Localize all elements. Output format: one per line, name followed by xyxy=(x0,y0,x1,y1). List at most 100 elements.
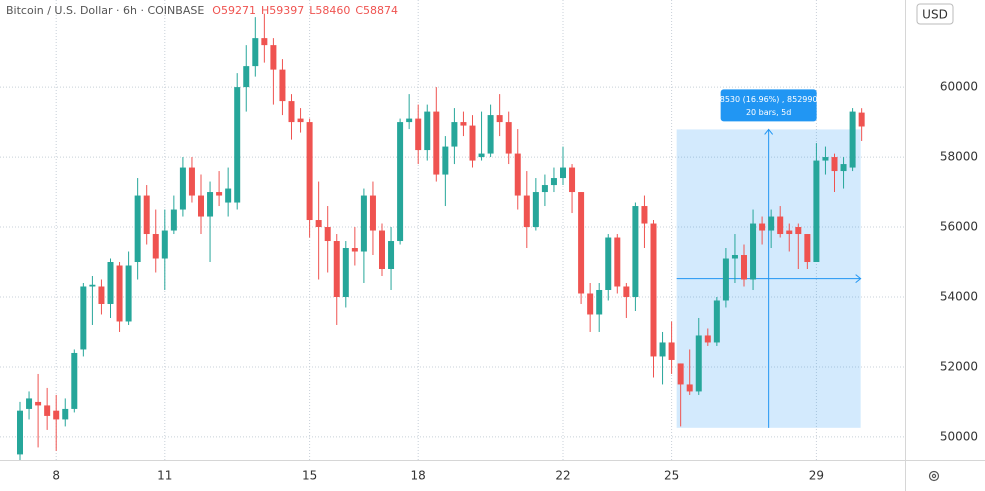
candle-body xyxy=(351,248,358,252)
candle-body xyxy=(496,115,503,123)
candle-body xyxy=(107,262,114,304)
candle-body xyxy=(324,227,331,242)
candle-body xyxy=(152,234,159,259)
candle-body xyxy=(677,363,684,385)
measure-label-box xyxy=(720,89,817,122)
x-tick-label: 18 xyxy=(411,469,426,483)
candle-body xyxy=(469,125,476,161)
candle-body xyxy=(704,335,711,343)
candle-body xyxy=(179,167,186,210)
candle-body xyxy=(62,408,69,420)
candle-body xyxy=(713,300,720,343)
candle-body xyxy=(451,122,458,147)
candle-body xyxy=(406,118,413,123)
candle-body xyxy=(596,289,603,315)
candle-body xyxy=(188,167,195,196)
candle-body xyxy=(614,237,621,287)
candle-body xyxy=(722,258,729,301)
candle-body xyxy=(424,111,431,151)
candle-body xyxy=(415,118,422,151)
candle-body xyxy=(795,227,802,235)
candle-body xyxy=(487,115,494,154)
candle-body xyxy=(623,286,630,297)
gear[interactable] xyxy=(928,470,940,482)
candle-body xyxy=(198,195,204,217)
candle-body xyxy=(288,101,295,123)
candle-body xyxy=(234,87,241,203)
gear-center[interactable] xyxy=(931,473,937,479)
candle-body xyxy=(98,286,105,304)
settings-icon[interactable] xyxy=(928,470,940,482)
candle-body xyxy=(125,265,132,322)
candle-body xyxy=(650,223,657,357)
ohlc-readout: O59271 xyxy=(212,4,256,17)
candle-body xyxy=(89,284,96,287)
x-tick-label: 11 xyxy=(157,469,172,483)
candle-body xyxy=(768,216,775,231)
candle-body xyxy=(786,230,793,235)
candle-body xyxy=(695,335,702,392)
y-tick-label: 56000 xyxy=(940,220,978,234)
candle-body xyxy=(170,209,177,231)
candle-body xyxy=(442,146,449,175)
ohlc-readout: L58460 xyxy=(309,4,350,17)
currency-box[interactable] xyxy=(916,3,954,25)
candle-body xyxy=(541,185,548,193)
candle-body xyxy=(44,405,51,416)
candle-body xyxy=(560,167,566,179)
candle-body xyxy=(216,192,223,196)
chart-title: Bitcoin / U.S. Dollar · 6h · COINBASE xyxy=(6,4,204,17)
candle-body xyxy=(731,255,738,259)
candle-body xyxy=(605,237,612,290)
candle-body xyxy=(225,188,232,203)
candle-body xyxy=(26,398,33,409)
candle-body xyxy=(759,223,766,231)
candle-body xyxy=(143,195,150,235)
candle-body xyxy=(116,265,123,322)
candle-body xyxy=(578,192,585,294)
measure-arrow-right xyxy=(855,274,862,284)
y-tick-label: 54000 xyxy=(940,289,978,303)
candle-body xyxy=(641,206,648,224)
candle-body xyxy=(587,293,594,315)
candle-body xyxy=(243,66,250,88)
candle-body xyxy=(741,255,747,280)
candle-body xyxy=(777,216,784,235)
candle-body xyxy=(858,112,865,127)
candle-body xyxy=(550,178,557,186)
ohlc-readout: H59397 xyxy=(261,4,304,17)
candle-body xyxy=(804,234,811,263)
x-tick-label: 15 xyxy=(302,469,317,483)
candle-body xyxy=(460,122,467,126)
candle-body xyxy=(668,342,675,360)
candle-body xyxy=(35,401,42,406)
candle-body xyxy=(822,157,829,161)
candle-body xyxy=(388,241,395,270)
candle-body xyxy=(523,195,530,228)
candle-body xyxy=(659,342,666,357)
candle-body xyxy=(297,118,304,123)
x-tick-label: 22 xyxy=(555,469,570,483)
y-tick-label: 52000 xyxy=(940,359,978,373)
measure-label: 8530 (16.96%) , 852990 xyxy=(720,95,818,104)
candle-body xyxy=(161,230,168,259)
candle-body xyxy=(134,195,141,263)
candle-body xyxy=(397,122,404,242)
candle-body xyxy=(532,192,539,228)
candle-body xyxy=(360,195,367,252)
candle-body xyxy=(261,38,268,46)
candle-body xyxy=(433,111,440,175)
candle-body xyxy=(80,286,87,350)
grid xyxy=(0,0,905,460)
x-tick-label: 25 xyxy=(664,469,679,483)
candle-body xyxy=(306,122,313,221)
candle-body xyxy=(379,230,385,270)
candle-body xyxy=(279,69,286,102)
candle-body xyxy=(569,167,576,193)
candle-body xyxy=(686,384,693,392)
candle-body xyxy=(831,157,838,172)
candle-body xyxy=(813,160,820,263)
candle-body xyxy=(849,111,856,168)
